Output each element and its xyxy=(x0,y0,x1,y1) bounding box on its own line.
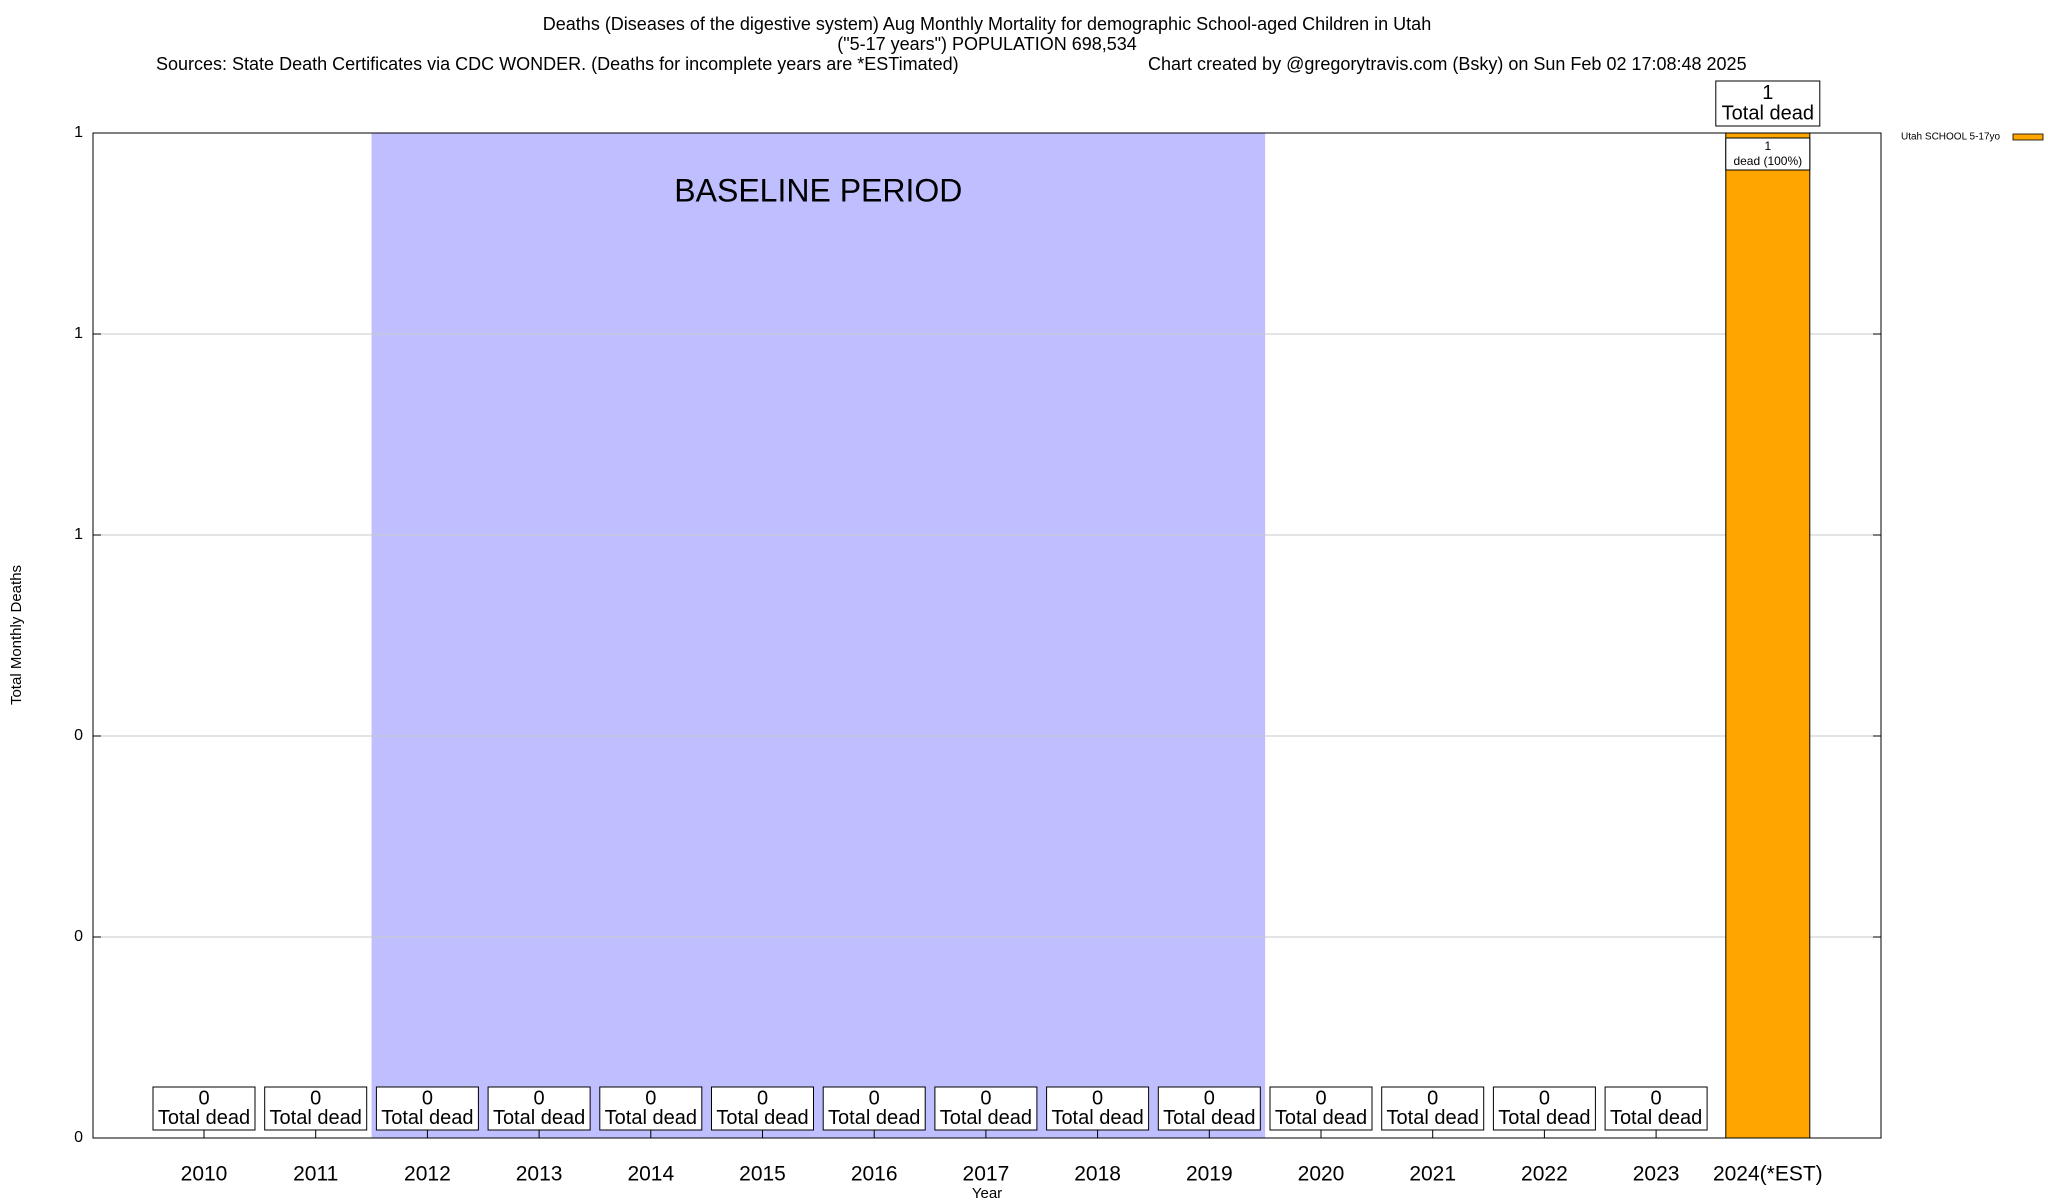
total-label-text: Total dead xyxy=(1387,1107,1479,1129)
x-tick-label: 2013 xyxy=(516,1163,563,1186)
total-label-value: 0 xyxy=(980,1087,991,1109)
total-label-value: 0 xyxy=(534,1087,545,1109)
total-label-value: 0 xyxy=(1427,1087,1438,1109)
x-tick-label: 2021 xyxy=(1409,1163,1456,1186)
total-label-box xyxy=(934,1086,1038,1131)
segment-label-text: dead (100%) xyxy=(1733,154,1802,168)
legend-label: Utah SCHOOL 5-17yo xyxy=(1901,132,2001,143)
total-label-box xyxy=(375,1086,479,1131)
baseline-region xyxy=(371,133,1266,1138)
x-axis-label: Year xyxy=(972,1185,1002,1200)
total-label-box xyxy=(599,1086,703,1131)
total-label-value: 0 xyxy=(1204,1087,1215,1109)
segment-label-box xyxy=(1725,137,1811,171)
total-label-box xyxy=(1492,1086,1596,1131)
total-label-value: 0 xyxy=(1315,1087,1326,1109)
x-tick-label: 2020 xyxy=(1298,1163,1345,1186)
total-label-value: 0 xyxy=(1651,1087,1662,1109)
y-tick-label: 1 xyxy=(74,325,83,342)
x-tick-label: 2024(*EST) xyxy=(1713,1163,1823,1186)
total-label-value: 0 xyxy=(422,1087,433,1109)
plot-frame xyxy=(92,132,1882,1139)
y-tick-label: 1 xyxy=(74,526,83,543)
total-label-text: Total dead xyxy=(1275,1107,1367,1129)
total-label-text: Total dead xyxy=(1051,1107,1143,1129)
x-tick-label: 2019 xyxy=(1186,1163,1233,1186)
bar xyxy=(1725,132,1811,1139)
total-label-value: 0 xyxy=(1092,1087,1103,1109)
total-label-text: Total dead xyxy=(270,1107,362,1129)
total-label-text: Total dead xyxy=(605,1107,697,1129)
total-label-value: 1 xyxy=(1762,82,1773,104)
total-label-box xyxy=(1604,1086,1708,1131)
x-tick-label: 2022 xyxy=(1521,1163,1568,1186)
total-label-box xyxy=(1157,1086,1261,1131)
baseline-label: BASELINE PERIOD xyxy=(674,172,962,208)
total-label-text: Total dead xyxy=(716,1107,808,1129)
total-label-text: Total dead xyxy=(1722,103,1814,125)
total-label-text: Total dead xyxy=(158,1107,250,1129)
total-label-box xyxy=(1715,80,1821,127)
total-label-value: 0 xyxy=(757,1087,768,1109)
x-tick-label: 2017 xyxy=(963,1163,1010,1186)
total-label-value: 0 xyxy=(198,1087,209,1109)
segment-label-value: 1 xyxy=(1764,139,1771,153)
total-label-text: Total dead xyxy=(828,1107,920,1129)
total-label-box xyxy=(1381,1086,1485,1131)
x-tick-label: 2018 xyxy=(1074,1163,1121,1186)
credit-note: Chart created by @gregorytravis.com (Bsk… xyxy=(1148,54,1747,74)
total-label-value: 0 xyxy=(645,1087,656,1109)
y-tick-label: 1 xyxy=(74,124,83,141)
x-tick-label: 2023 xyxy=(1633,1163,1680,1186)
x-tick-label: 2011 xyxy=(293,1163,338,1186)
total-label-text: Total dead xyxy=(1163,1107,1255,1129)
total-label-value: 0 xyxy=(1539,1087,1550,1109)
x-tick-label: 2014 xyxy=(627,1163,674,1186)
source-note: Sources: State Death Certificates via CD… xyxy=(156,54,959,74)
total-label-box xyxy=(152,1086,256,1131)
y-tick-label: 0 xyxy=(74,928,83,945)
chart-subtitle: ("5-17 years") POPULATION 698,534 xyxy=(837,34,1137,54)
total-label-box xyxy=(822,1086,926,1131)
x-tick-label: 2015 xyxy=(739,1163,786,1186)
chart-title: Deaths (Diseases of the digestive system… xyxy=(543,14,1431,34)
total-label-text: Total dead xyxy=(940,1107,1032,1129)
total-label-text: Total dead xyxy=(381,1107,473,1129)
total-label-box xyxy=(1046,1086,1150,1131)
x-tick-label: 2012 xyxy=(404,1163,451,1186)
y-tick-label: 0 xyxy=(74,1129,83,1146)
y-axis-label: Total Monthly Deaths xyxy=(8,565,25,705)
total-label-box xyxy=(264,1086,368,1131)
total-label-text: Total dead xyxy=(1610,1107,1702,1129)
total-label-value: 0 xyxy=(310,1087,321,1109)
x-tick-label: 2016 xyxy=(851,1163,898,1186)
total-label-text: Total dead xyxy=(493,1107,585,1129)
total-label-box xyxy=(1269,1086,1373,1131)
x-tick-label: 2010 xyxy=(181,1163,228,1186)
total-label-text: Total dead xyxy=(1498,1107,1590,1129)
total-label-value: 0 xyxy=(869,1087,880,1109)
total-label-box xyxy=(711,1086,814,1131)
y-tick-label: 0 xyxy=(74,727,83,744)
legend-swatch xyxy=(2012,133,2044,141)
total-label-box xyxy=(487,1086,591,1131)
